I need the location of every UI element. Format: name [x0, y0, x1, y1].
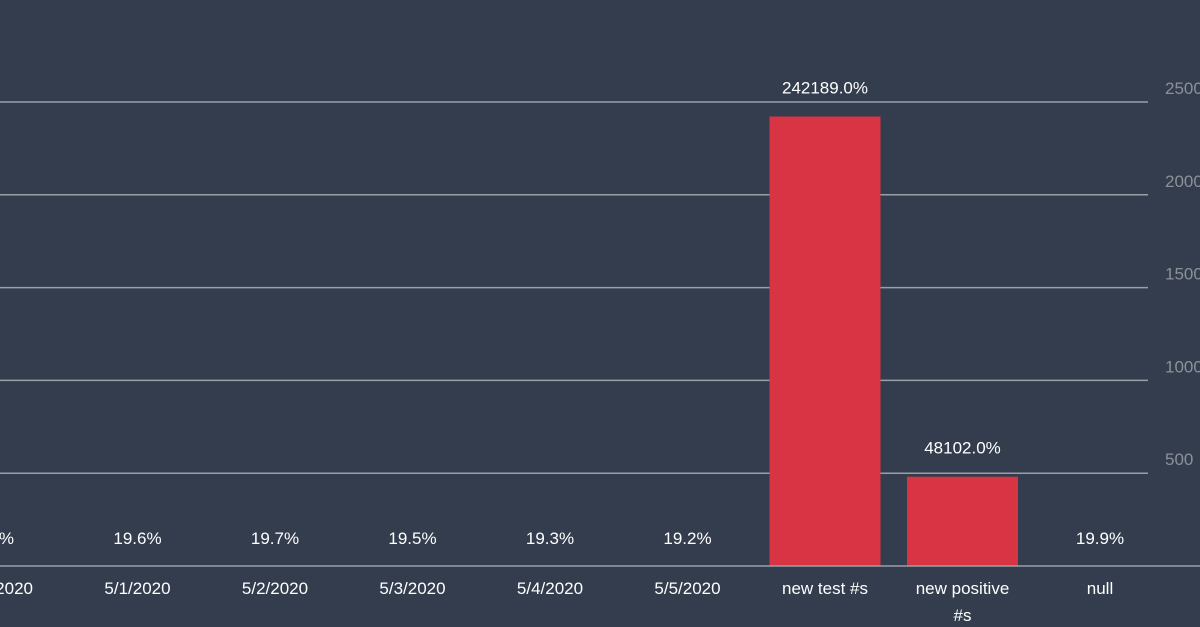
x-tick-label: new test #s	[782, 579, 868, 598]
y-tick-label: 1500	[1165, 265, 1200, 284]
data-label: 19.7%	[251, 529, 299, 548]
data-label: 19.3%	[526, 529, 574, 548]
bar	[907, 476, 1018, 566]
x-axis-tick-labels: 2020 5/1/2020 5/2/2020 5/3/2020 5/4/2020 5/5/…	[0, 579, 1113, 625]
bars	[0, 116, 1156, 566]
x-tick-label: #s	[954, 606, 972, 625]
y-tick-label: 500	[1165, 450, 1193, 469]
data-label: 242189.0%	[782, 78, 868, 97]
data-label: %	[0, 529, 14, 548]
x-tick-label: 5/2/2020	[242, 579, 308, 598]
x-tick-label: 5/3/2020	[379, 579, 445, 598]
y-axis-tick-labels: 500 1000 1500 2000 2500	[1165, 79, 1200, 469]
gridlines	[0, 101, 1148, 474]
bar	[769, 116, 881, 566]
x-tick-label: new positive	[916, 579, 1010, 598]
x-tick-label: 5/4/2020	[517, 579, 583, 598]
y-tick-label: 2000	[1165, 172, 1200, 191]
data-label: 19.5%	[388, 529, 436, 548]
data-label: 19.2%	[663, 529, 711, 548]
x-tick-label: 2020	[0, 579, 33, 598]
x-tick-label: 5/1/2020	[104, 579, 170, 598]
x-tick-label: 5/5/2020	[654, 579, 720, 598]
data-labels: % 19.6% 19.7% 19.5% 19.3% 19.2% 242189.0% 48102…	[0, 78, 1124, 548]
data-label: 48102.0%	[924, 439, 1001, 458]
y-tick-label: 1000	[1165, 357, 1200, 376]
y-tick-label: 2500	[1165, 79, 1200, 98]
data-label: 19.6%	[113, 529, 161, 548]
data-label: 19.9%	[1076, 529, 1124, 548]
x-tick-label: null	[1087, 579, 1113, 598]
